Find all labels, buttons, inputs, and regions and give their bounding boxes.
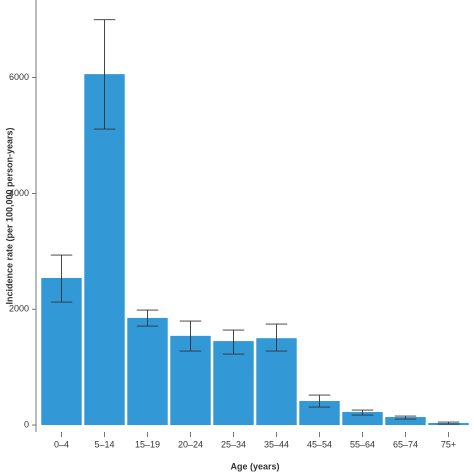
x-tick-label: 5–14 — [94, 439, 114, 449]
x-axis-label: Age (years) — [230, 461, 279, 471]
error-bar — [394, 415, 417, 420]
y-tick-label: 4000 — [9, 188, 29, 198]
x-tick-label: 15–19 — [135, 439, 160, 449]
error-bar — [437, 421, 460, 425]
bar — [127, 317, 168, 426]
error-bar — [222, 329, 245, 355]
error-bar — [265, 323, 288, 352]
error-bar — [308, 394, 331, 408]
y-tick-label: 6000 — [9, 72, 29, 82]
y-axis-label: Incidence rate (per 100,000 person-years… — [4, 127, 14, 304]
x-tick-label: 25–34 — [221, 439, 246, 449]
x-tick-label: 0–4 — [54, 439, 69, 449]
error-bar — [179, 320, 202, 352]
error-bar — [351, 409, 374, 416]
bar — [213, 341, 254, 426]
x-tick-label: 65–74 — [393, 439, 418, 449]
error-bar — [136, 309, 159, 327]
y-tick-label: 0 — [24, 419, 29, 429]
x-tick-label: 35–44 — [264, 439, 289, 449]
x-tick-label: 45–54 — [307, 439, 332, 449]
x-tick-label: 55–64 — [350, 439, 375, 449]
y-tick-label: 2000 — [9, 304, 29, 314]
x-tick-label: 20–24 — [178, 439, 203, 449]
bar — [84, 74, 125, 426]
x-tick-label: 75+ — [441, 439, 456, 449]
bar — [256, 338, 297, 426]
bar — [385, 417, 426, 426]
error-bar — [93, 19, 116, 130]
error-bar — [50, 254, 73, 303]
